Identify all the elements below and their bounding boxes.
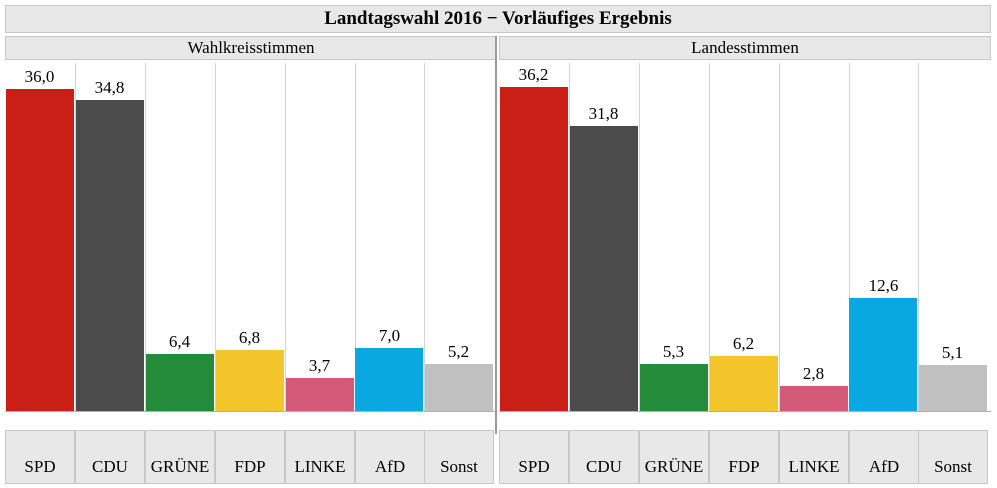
column-gridline xyxy=(285,63,286,412)
category-row: SPD CDU GRÜNE FDP LINKE AfD Sonst xyxy=(499,430,991,484)
column-gridline xyxy=(639,63,640,412)
column-gridline xyxy=(215,63,216,412)
category-row: SPD CDU GRÜNE FDP LINKE AfD Sonst xyxy=(5,430,497,484)
data-label: 6,4 xyxy=(168,332,191,351)
bar-linke xyxy=(286,378,354,411)
data-label: 3,7 xyxy=(308,356,331,375)
bar-cdu xyxy=(570,126,638,411)
panel-title: Landesstimmen xyxy=(499,36,991,60)
category-label-afd: AfD xyxy=(355,430,425,484)
column-gridline xyxy=(75,63,76,412)
category-label-grüne: GRÜNE xyxy=(639,430,709,484)
column-gridline xyxy=(849,63,850,412)
baseline xyxy=(499,411,991,412)
category-label-spd: SPD xyxy=(5,430,75,484)
column-gridline xyxy=(355,63,356,412)
column-gridline xyxy=(424,63,425,412)
data-label: 34,8 xyxy=(94,78,125,97)
data-label: 36,0 xyxy=(24,67,55,86)
plot-area: 36,2 31,8 5,3 6,2 2,8 12,6 5,1 xyxy=(499,63,991,412)
column-gridline xyxy=(918,63,919,412)
category-label-spd: SPD xyxy=(499,430,569,484)
bar-fdp xyxy=(710,356,778,411)
column-gridline xyxy=(569,63,570,412)
data-label: 7,0 xyxy=(378,326,401,345)
bar-spd xyxy=(500,87,568,411)
category-label-linke: LINKE xyxy=(779,430,849,484)
data-label: 5,1 xyxy=(941,343,964,362)
data-label: 5,2 xyxy=(447,342,470,361)
category-label-sonst: Sonst xyxy=(424,430,494,484)
category-label-sonst: Sonst xyxy=(918,430,988,484)
category-label-cdu: CDU xyxy=(75,430,145,484)
category-label-fdp: FDP xyxy=(709,430,779,484)
bar-linke xyxy=(780,386,848,411)
data-label: 5,3 xyxy=(662,342,685,361)
column-gridline xyxy=(779,63,780,412)
data-label: 6,8 xyxy=(238,328,261,347)
bar-sonst xyxy=(425,364,493,411)
chart-title: Landtagswahl 2016 − Vorläufiges Ergebnis xyxy=(5,5,991,33)
bar-sonst xyxy=(919,365,987,411)
category-label-afd: AfD xyxy=(849,430,919,484)
bar-afd xyxy=(849,298,917,411)
data-label: 36,2 xyxy=(518,65,549,84)
panel-title: Wahlkreisstimmen xyxy=(5,36,497,60)
data-label: 6,2 xyxy=(732,334,755,353)
bar-grüne xyxy=(146,354,214,411)
category-label-grüne: GRÜNE xyxy=(145,430,215,484)
bar-cdu xyxy=(76,100,144,411)
column-gridline xyxy=(145,63,146,412)
baseline xyxy=(5,411,497,412)
bar-grüne xyxy=(640,364,708,411)
data-label: 31,8 xyxy=(588,104,619,123)
bar-fdp xyxy=(216,350,284,411)
category-label-linke: LINKE xyxy=(285,430,355,484)
data-label: 2,8 xyxy=(802,364,825,383)
category-label-cdu: CDU xyxy=(569,430,639,484)
bar-spd xyxy=(6,89,74,411)
bar-afd xyxy=(355,348,423,411)
data-label: 12,6 xyxy=(868,276,899,295)
column-gridline xyxy=(709,63,710,412)
panel-divider xyxy=(495,36,497,434)
plot-area: 36,0 34,8 6,4 6,8 3,7 7,0 5,2 xyxy=(5,63,497,412)
category-label-fdp: FDP xyxy=(215,430,285,484)
